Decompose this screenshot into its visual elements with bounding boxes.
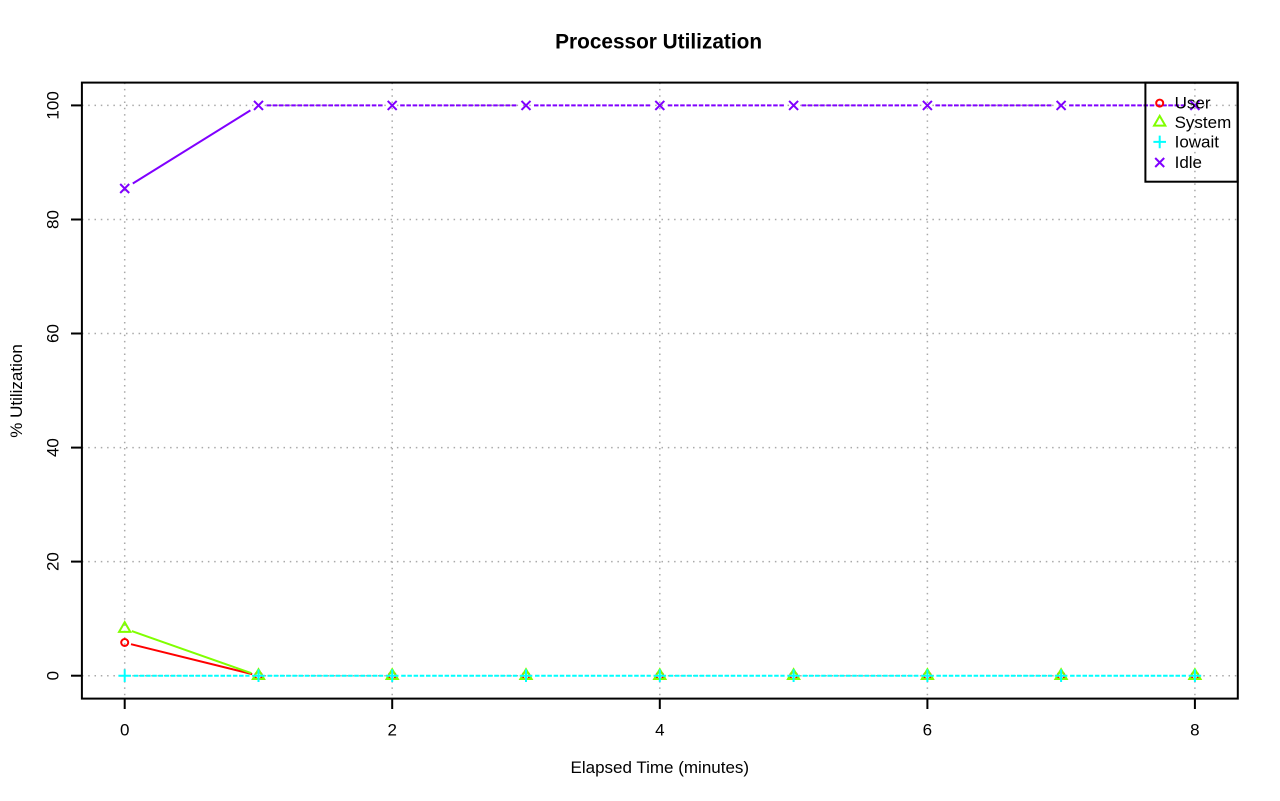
svg-text:% Utilization: % Utilization — [7, 344, 26, 438]
svg-text:80: 80 — [44, 210, 63, 229]
svg-text:60: 60 — [44, 324, 63, 343]
svg-text:0: 0 — [44, 671, 63, 680]
svg-text:6: 6 — [923, 721, 932, 740]
svg-text:User: User — [1175, 94, 1211, 113]
svg-text:100: 100 — [44, 91, 63, 119]
svg-text:20: 20 — [44, 552, 63, 571]
svg-text:2: 2 — [387, 721, 396, 740]
svg-text:Idle: Idle — [1175, 153, 1202, 172]
svg-text:Iowait: Iowait — [1175, 132, 1220, 151]
svg-text:Elapsed Time (minutes): Elapsed Time (minutes) — [571, 758, 750, 777]
svg-text:4: 4 — [655, 721, 664, 740]
svg-text:8: 8 — [1190, 721, 1199, 740]
svg-text:40: 40 — [44, 438, 63, 457]
svg-text:0: 0 — [120, 721, 129, 740]
svg-text:System: System — [1175, 113, 1232, 132]
svg-text:Processor Utilization: Processor Utilization — [555, 31, 762, 54]
